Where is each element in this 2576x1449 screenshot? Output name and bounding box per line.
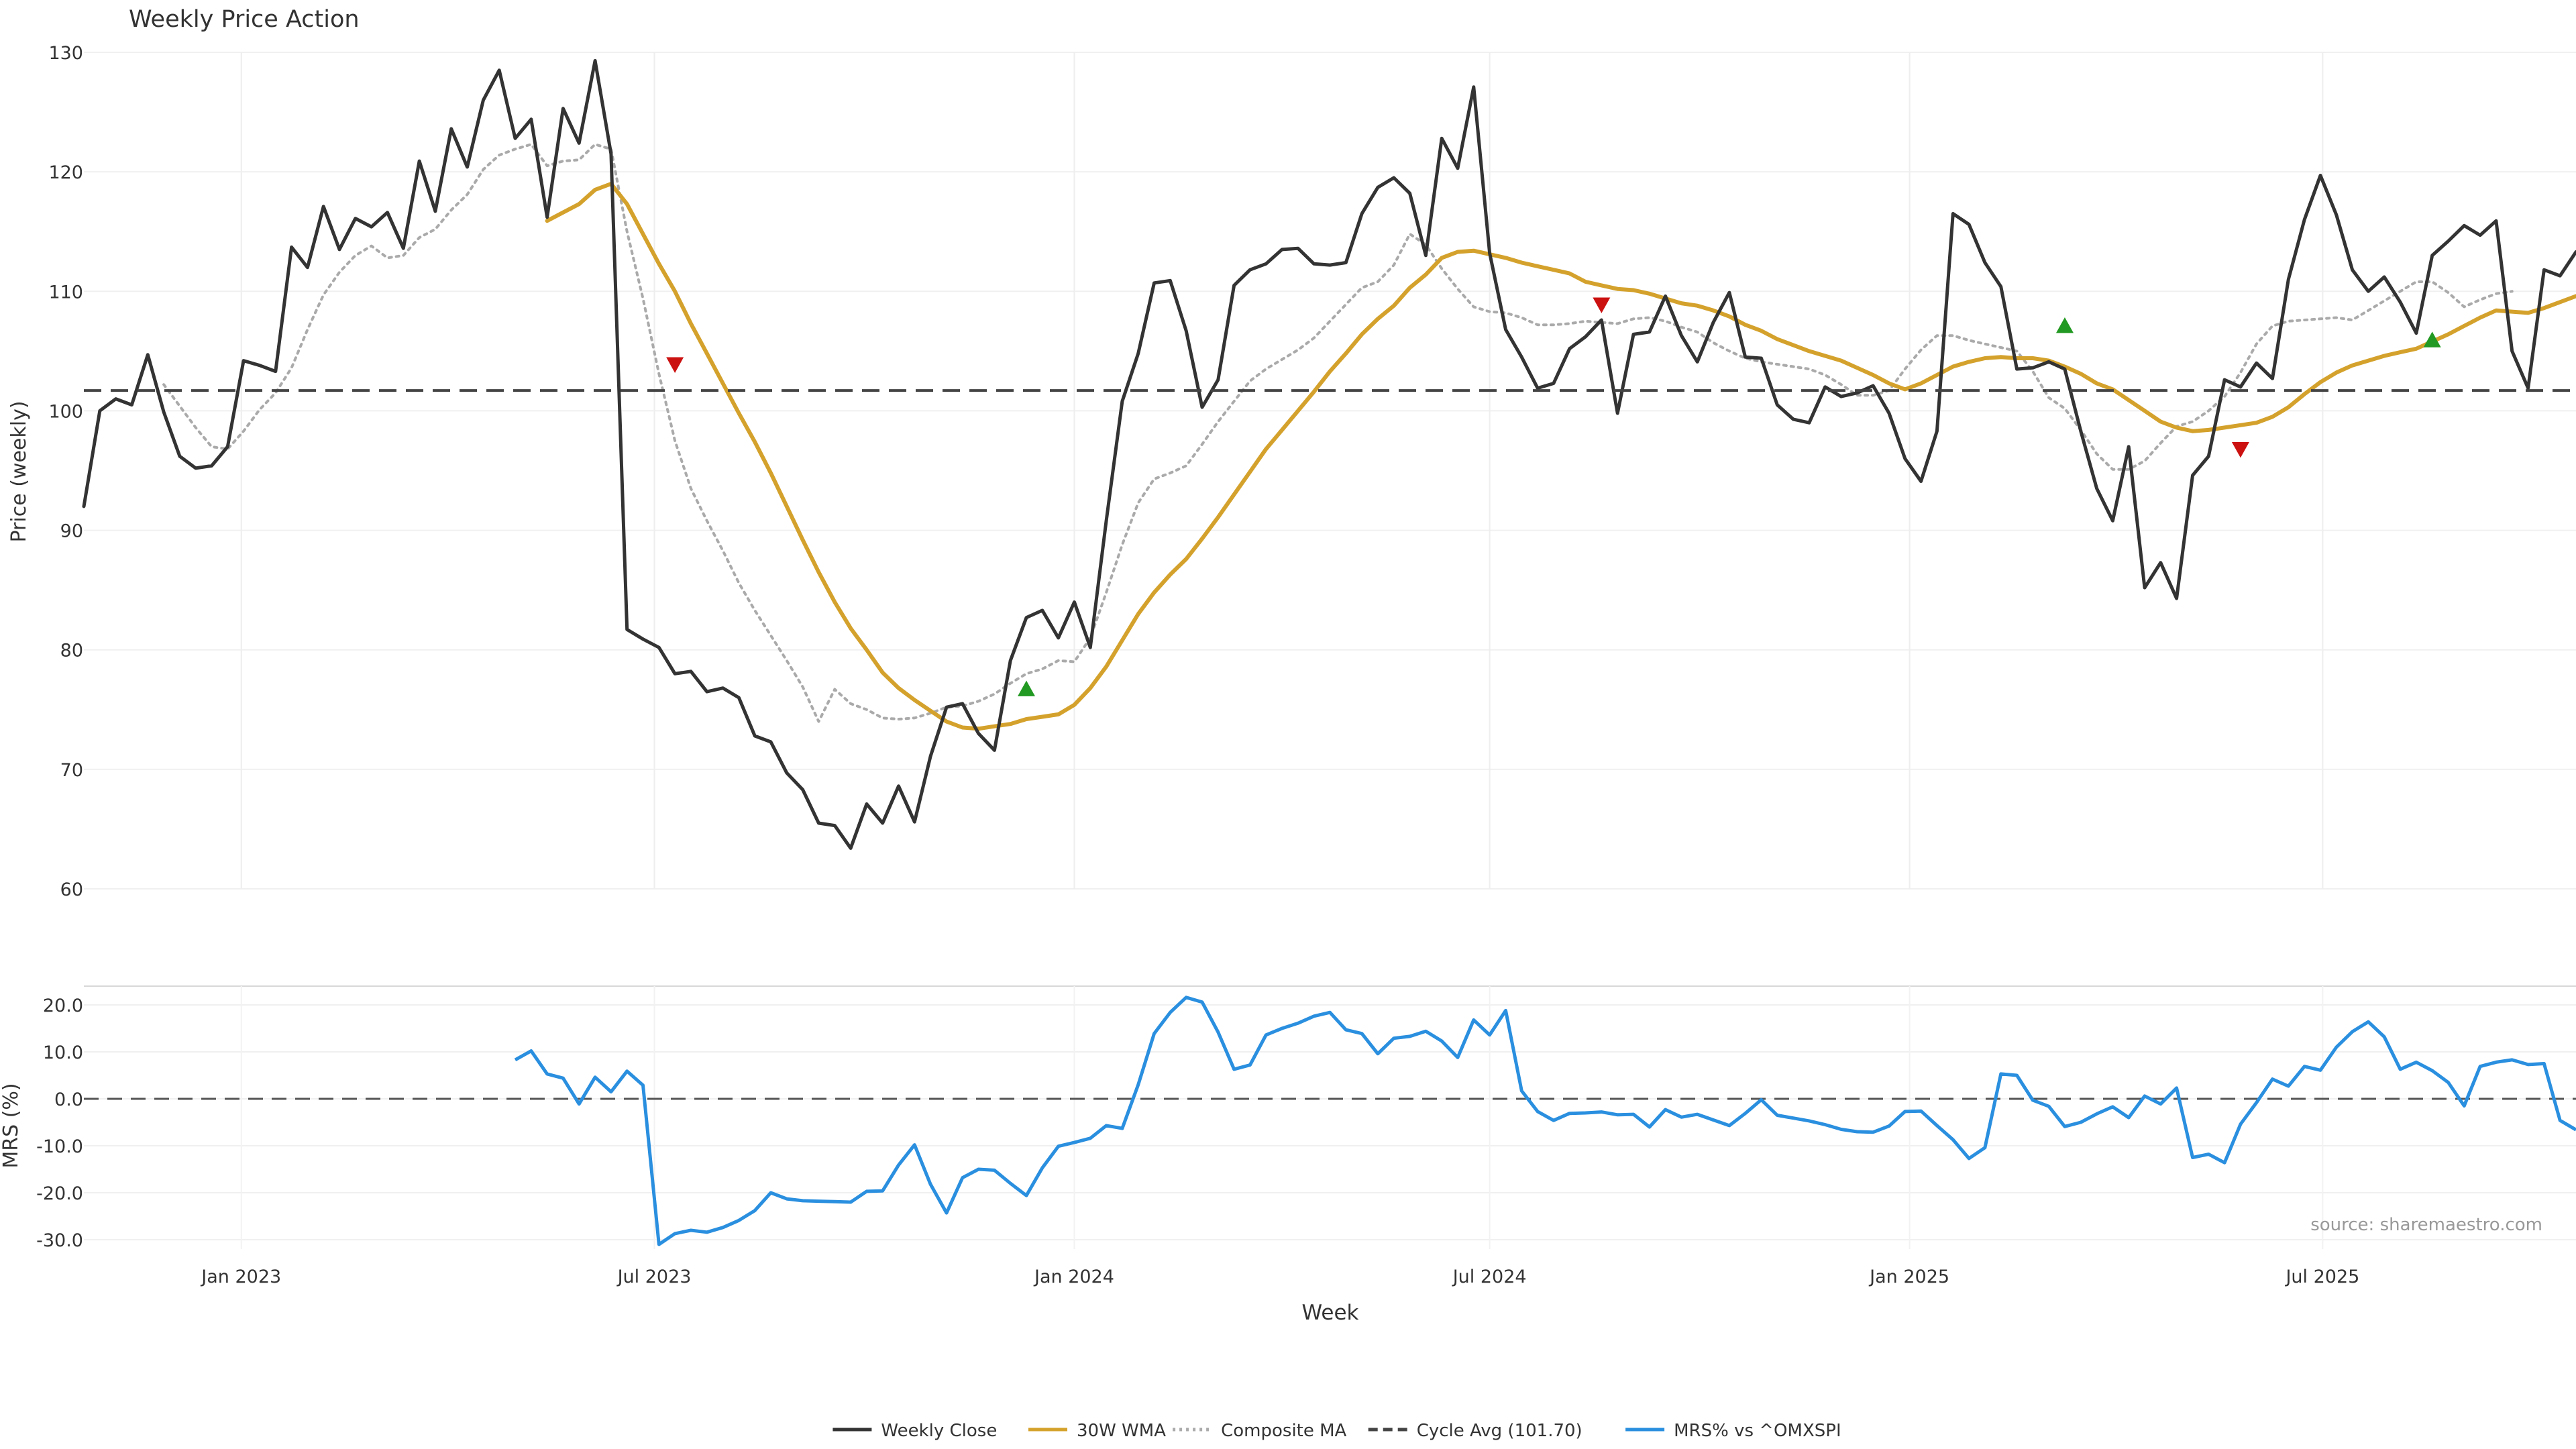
legend-label: Cycle Avg (101.70)	[1417, 1421, 1582, 1441]
mrs-grid	[84, 986, 2576, 1249]
mrs-y-tick-label: 20.0	[43, 996, 83, 1016]
price-lines	[82, 59, 2576, 850]
source-annotation: source: sharemaestro.com	[2310, 1215, 2542, 1235]
price-y-tick-label: 70	[60, 760, 83, 781]
price-y-tick-label: 110	[48, 282, 83, 303]
mrs-y-axis-label: MRS (%)	[0, 1083, 23, 1168]
signal-markers	[666, 297, 2441, 696]
price-grid	[84, 52, 2576, 890]
price-y-ticks: 60 70 80 90 100 110 120 130	[48, 43, 83, 900]
price-y-tick-label: 120	[48, 162, 83, 183]
price-y-tick-label: 100	[48, 401, 83, 422]
price-y-axis-label: Price (weekly)	[7, 400, 31, 542]
series-mrs	[514, 996, 2576, 1246]
legend-label: 30W WMA	[1077, 1421, 1166, 1441]
x-tick-label: Jul 2024	[1452, 1267, 1527, 1287]
sell-signal-marker	[2231, 442, 2249, 458]
mrs-y-tick-label: 10.0	[43, 1042, 83, 1063]
price-y-tick-label: 80	[60, 641, 83, 661]
price-y-tick-label: 60	[60, 879, 83, 900]
x-tick-label: Jan 2024	[1033, 1267, 1114, 1287]
sell-signal-marker	[666, 357, 684, 373]
chart-title: Weekly Price Action	[129, 6, 360, 33]
buy-signal-marker	[2055, 317, 2074, 333]
series-30w-wma	[545, 182, 2576, 731]
mrs-y-tick-label: -30.0	[36, 1230, 83, 1251]
price-y-tick-label: 130	[48, 43, 83, 64]
series-weekly-close	[82, 59, 2576, 850]
mrs-y-tick-label: -10.0	[36, 1136, 83, 1157]
legend-label: Weekly Close	[881, 1421, 997, 1441]
x-tick-label: Jul 2025	[2284, 1267, 2359, 1287]
x-tick-label: Jul 2023	[616, 1267, 692, 1287]
mrs-y-tick-label: 0.0	[54, 1089, 83, 1110]
buy-signal-marker	[1018, 680, 1036, 696]
buy-signal-marker	[2423, 331, 2441, 347]
sell-signal-marker	[1593, 297, 1611, 313]
legend: Weekly Close 30W WMA Composite MA Cycle Avg…	[833, 1421, 1841, 1441]
legend-label: MRS% vs ^OMXSPI	[1674, 1421, 1841, 1441]
x-tick-label: Jan 2025	[1868, 1267, 1949, 1287]
mrs-y-ticks: 20.0 10.0 0.0 -10.0 -20.0 -30.0	[36, 996, 83, 1251]
mrs-y-tick-label: -20.0	[36, 1183, 83, 1204]
x-tick-label: Jan 2023	[200, 1267, 281, 1287]
price-y-tick-label: 90	[60, 521, 83, 542]
mrs-lines	[84, 996, 2576, 1246]
x-axis-ticks: Jan 2023 Jul 2023 Jan 2024 Jul 2024 Jan 2025…	[200, 1267, 2359, 1287]
legend-label: Composite MA	[1221, 1421, 1346, 1441]
x-axis-label: Week	[1302, 1301, 1359, 1325]
